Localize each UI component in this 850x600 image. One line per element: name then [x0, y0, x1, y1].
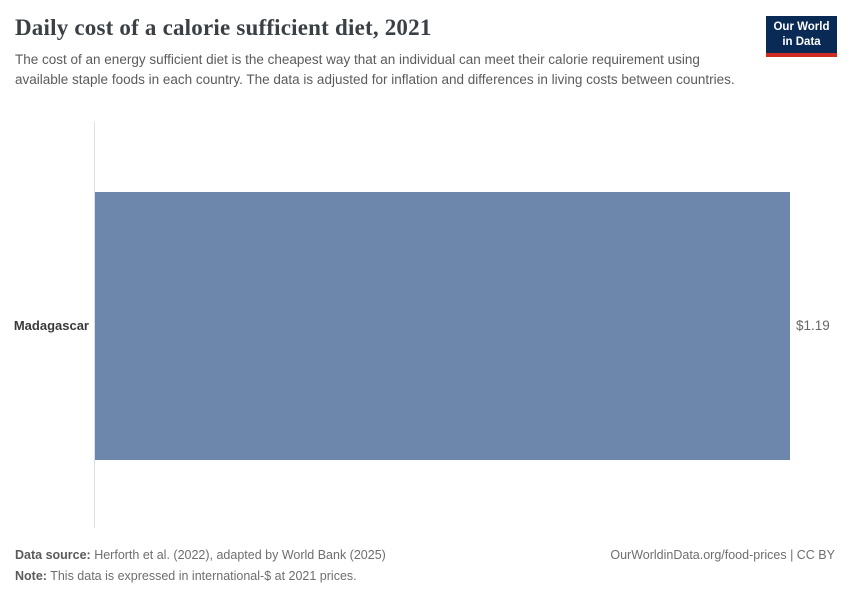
- chart-header: Daily cost of a calorie sufficient diet,…: [0, 0, 850, 91]
- bar-value-label: $1.19: [796, 318, 830, 333]
- owid-logo-line2: in Data: [782, 35, 821, 48]
- chart-subtitle: The cost of an energy sufficient diet is…: [15, 52, 735, 88]
- chart-footer: Data source: Herforth et al. (2022), ada…: [15, 545, 835, 588]
- footer-source-row: Data source: Herforth et al. (2022), ada…: [15, 545, 835, 566]
- data-source-text: Herforth et al. (2022), adapted by World…: [90, 547, 386, 562]
- owid-logo[interactable]: Our World in Data: [766, 16, 837, 57]
- bar[interactable]: [95, 192, 790, 460]
- note-text: This data is expressed in international-…: [46, 568, 357, 583]
- data-source-label: Data source:: [15, 547, 91, 562]
- owid-logo-line1: Our World: [773, 21, 830, 33]
- owid-attribution-link[interactable]: OurWorldinData.org/food-prices | CC BY: [610, 547, 835, 562]
- y-axis-line: [94, 122, 95, 528]
- data-source-line: Data source: Herforth et al. (2022), ada…: [15, 545, 386, 566]
- page-title: Daily cost of a calorie sufficient diet,…: [15, 15, 432, 40]
- note-label: Note:: [15, 568, 47, 583]
- note-line: Note: This data is expressed in internat…: [15, 566, 835, 587]
- bar-chart: Madagascar $1.19: [0, 120, 850, 530]
- category-label-madagascar: Madagascar: [13, 318, 89, 333]
